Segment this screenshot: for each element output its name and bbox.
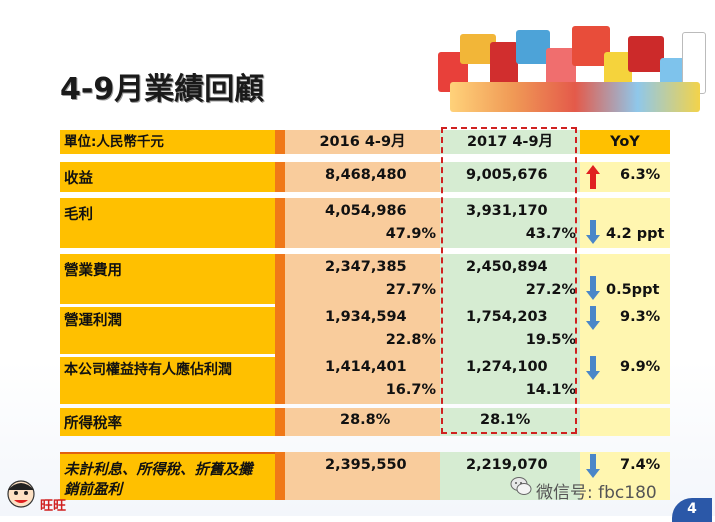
ratio-2016: 27.7% (385, 282, 436, 298)
table-row: 本公司權益持有人應佔利潤 1,414,401 16.7% 1,274,100 1… (60, 354, 670, 404)
row-label: 營業費用 (64, 263, 122, 279)
margin-2017: 14.1% (525, 382, 576, 398)
table-row: 所得稅率 28.8% 28.1% (60, 408, 670, 436)
unit-label: 單位:人民幣千元 (60, 130, 275, 154)
value-2017: 1,274,100 (466, 359, 548, 375)
row-label: 所得稅率 (64, 416, 122, 432)
value-2017: 2,219,070 (466, 457, 548, 473)
wechat-icon (510, 477, 532, 495)
value-2016: 1,934,594 (325, 309, 407, 325)
table-header-row: 單位:人民幣千元 2016 4-9月 2017 4-9月 YoY (60, 130, 670, 154)
yoy-value: 9.3% (620, 309, 661, 325)
mascot-logo-icon (7, 480, 35, 508)
value-2016: 28.8% (340, 412, 391, 428)
yoy-value: 0.5ppt (606, 282, 660, 298)
table-row: 毛利 4,054,986 47.9% 3,931,170 43.7% 4.2 p… (60, 198, 670, 248)
row-label: 收益 (64, 171, 93, 187)
value-2016: 8,468,480 (325, 167, 407, 183)
row-label-line1: 未計利息、所得稅、折舊及攤 (64, 462, 253, 478)
value-2016: 1,414,401 (325, 359, 407, 375)
row-label-line2: 銷前盈利 (64, 482, 122, 498)
page-number: 4 (672, 498, 712, 522)
header-2016: 2016 4-9月 (285, 130, 440, 154)
value-2016: 2,395,550 (325, 457, 407, 473)
yoy-value: 9.9% (620, 359, 661, 375)
product-collage-image (430, 22, 715, 117)
logo-text: 旺旺 (40, 499, 67, 514)
arrow-down-icon (586, 276, 600, 300)
arrow-down-icon (586, 306, 600, 330)
value-2017: 2,450,894 (466, 259, 548, 275)
value-2016: 2,347,385 (325, 259, 407, 275)
table-row: 營業費用 2,347,385 27.7% 2,450,894 27.2% 0.5… (60, 254, 670, 304)
header-2017: 2017 4-9月 (440, 130, 580, 154)
margin-2017: 19.5% (525, 332, 576, 348)
yoy-value: 7.4% (620, 457, 661, 473)
table-row: 收益 8,468,480 9,005,676 6.3% (60, 162, 670, 192)
value-2016: 4,054,986 (325, 203, 407, 219)
arrow-down-icon (586, 356, 600, 380)
value-2017: 1,754,203 (466, 309, 548, 325)
value-2017: 9,005,676 (466, 167, 548, 183)
row-label: 本公司權益持有人應佔利潤 (64, 362, 232, 378)
arrow-up-icon (586, 165, 600, 189)
yoy-value: 6.3% (620, 167, 661, 183)
margin-2016: 22.8% (385, 332, 436, 348)
value-2017: 3,931,170 (466, 203, 548, 219)
row-label: 毛利 (64, 207, 93, 223)
row-label: 營運利潤 (64, 313, 122, 329)
arrow-down-icon (586, 220, 600, 244)
ratio-2017: 27.2% (525, 282, 576, 298)
margin-2016: 47.9% (385, 226, 436, 242)
table-row: 營運利潤 1,934,594 22.8% 1,754,203 19.5% 9.3… (60, 304, 670, 354)
table-row-ebitda: 未計利息、所得稅、折舊及攤 銷前盈利 2,395,550 2,219,070 7… (60, 452, 670, 500)
margin-2016: 16.7% (385, 382, 436, 398)
margin-2017: 43.7% (525, 226, 576, 242)
page-title: 4-9月業績回顧 (60, 72, 265, 107)
arrow-down-icon (586, 454, 600, 478)
watermark-text: 微信号: fbc180 (536, 483, 657, 503)
header-yoy: YoY (580, 130, 670, 154)
yoy-value: 4.2 ppt (606, 226, 665, 242)
value-2017: 28.1% (480, 412, 531, 428)
